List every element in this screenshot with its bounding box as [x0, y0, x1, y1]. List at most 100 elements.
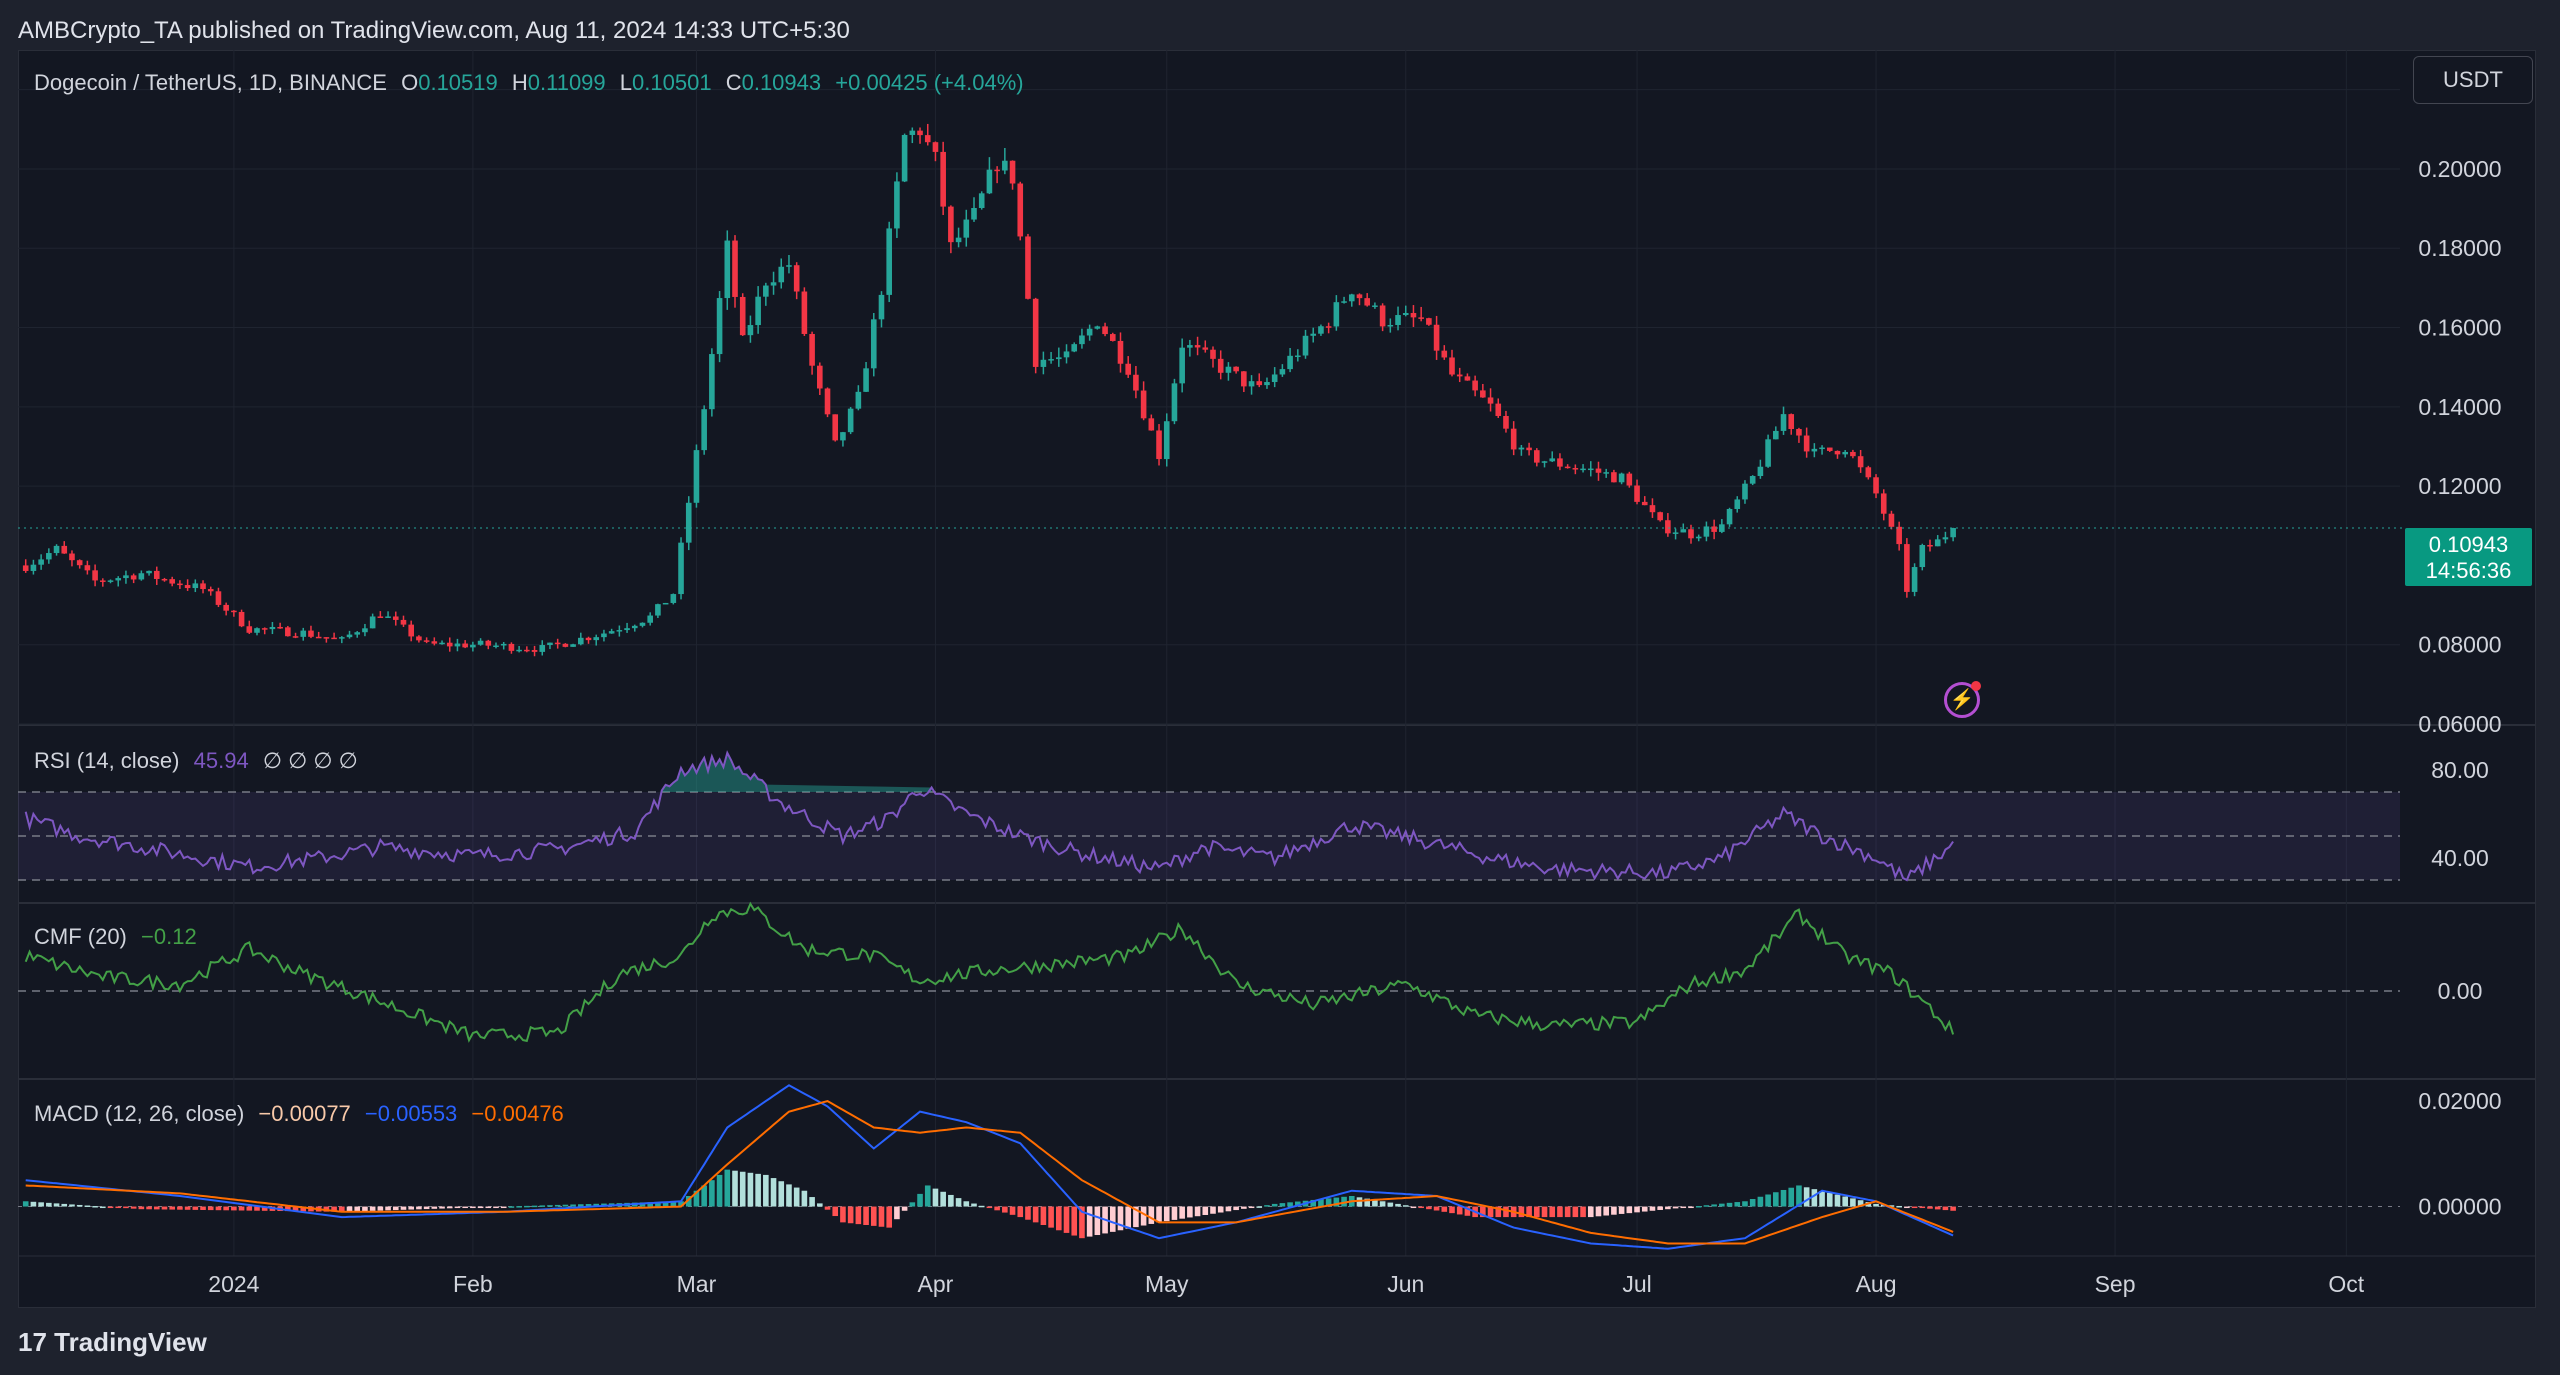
candle-body [1480, 390, 1486, 398]
macd-histogram-bar [477, 1206, 484, 1209]
candle-body [1040, 359, 1047, 367]
rsi-tick-label: 80.00 [2431, 757, 2489, 783]
candle-body [647, 615, 653, 623]
candle-body [539, 645, 546, 652]
macd-histogram-bar [1125, 1206, 1131, 1229]
macd-histogram-bar [1657, 1206, 1663, 1210]
price-tick-label: 0.08000 [2418, 632, 2501, 658]
macd-histogram-bar [1318, 1199, 1324, 1207]
macd-histogram-bar [1773, 1192, 1779, 1207]
candle-body [1541, 461, 1548, 463]
candle-body [863, 368, 869, 392]
candle-body [385, 616, 391, 618]
candle-body [1850, 451, 1856, 457]
candle-body [1171, 383, 1178, 422]
candle-body [994, 169, 1000, 172]
x-tick-label: Oct [2328, 1271, 2364, 1297]
candle-body [1811, 448, 1818, 452]
macd-histogram-bar [1634, 1206, 1640, 1213]
candle-body [269, 626, 276, 630]
macd-histogram-bar [578, 1204, 584, 1207]
candle-body [1688, 529, 1694, 539]
macd-histogram-bar [22, 1201, 29, 1207]
candle-body [1896, 526, 1902, 545]
candle-body [362, 628, 368, 633]
candle-body [662, 602, 669, 605]
macd-histogram-bar [385, 1206, 391, 1211]
candle-body [701, 409, 707, 451]
tradingview-logo[interactable]: 17 TradingView [18, 1327, 207, 1358]
candle-body [554, 642, 561, 645]
candle-body [1464, 376, 1471, 381]
macd-histogram-bar [1456, 1206, 1463, 1215]
candle-body [1387, 325, 1394, 327]
candle-body [1279, 369, 1286, 375]
macd-histogram-bar [1341, 1196, 1347, 1207]
candle-body [1217, 358, 1224, 373]
candle-body [1117, 340, 1124, 364]
candle-body [439, 642, 445, 645]
x-tick-label: Aug [1856, 1271, 1897, 1297]
macd-histogram-bar [38, 1202, 44, 1207]
candle-body [123, 575, 129, 579]
macd-histogram-bar [138, 1206, 145, 1210]
macd-histogram-bar [107, 1206, 114, 1209]
candle-body [778, 266, 785, 283]
macd-histogram-bar [369, 1206, 376, 1211]
candle-body [693, 450, 700, 503]
macd-histogram-bar [1464, 1206, 1471, 1216]
candle-body [1140, 390, 1147, 419]
macd-histogram-bar [1264, 1205, 1270, 1207]
macd-histogram-bar [61, 1203, 68, 1207]
macd-histogram-bar [1449, 1206, 1455, 1214]
candle-body [1518, 447, 1525, 450]
candle-body [531, 650, 538, 652]
candle-body [462, 643, 468, 648]
macd-histogram-bar [169, 1206, 175, 1210]
macd-histogram-bar [524, 1205, 530, 1208]
candle-body [1102, 326, 1108, 335]
currency-button[interactable]: USDT [2413, 56, 2533, 104]
macd-histogram-bar [1672, 1206, 1679, 1209]
macd-histogram-bar [562, 1204, 569, 1207]
candle-body [477, 640, 484, 645]
macd-line-value: −0.00553 [364, 1101, 458, 1126]
candle-body [547, 642, 553, 646]
candle-body [146, 570, 152, 574]
macd-histogram-bar [955, 1198, 962, 1207]
x-tick-label: Sep [2095, 1271, 2136, 1297]
lightning-icon[interactable]: ⚡ [1944, 681, 1981, 718]
macd-histogram-bar [1850, 1198, 1856, 1207]
macd-histogram-bar [1595, 1206, 1602, 1217]
candle-body [1264, 382, 1270, 386]
macd-histogram-bar [755, 1173, 761, 1207]
macd-histogram-bar [1179, 1206, 1185, 1219]
candle-body [38, 559, 44, 565]
candle-body [400, 619, 407, 625]
macd-histogram-bar [377, 1206, 384, 1211]
macd-histogram-bar [840, 1206, 846, 1223]
macd-histogram-bar [1719, 1203, 1725, 1207]
candle-body [963, 219, 970, 238]
cmf-legend: CMF (20) −0.12 [34, 924, 197, 950]
macd-histogram-bar [693, 1190, 700, 1207]
candle-body [1842, 451, 1848, 455]
macd-histogram-bar [115, 1206, 122, 1209]
macd-histogram-bar [1873, 1203, 1879, 1207]
macd-histogram-bar [1641, 1206, 1648, 1212]
macd-histogram-bar [207, 1206, 214, 1211]
macd-histogram-bar [1904, 1206, 1910, 1209]
macd-histogram-bar [1194, 1206, 1201, 1217]
macd-histogram-bar [1587, 1206, 1594, 1218]
macd-histogram-bar [1395, 1203, 1401, 1207]
macd-histogram-bar [1094, 1206, 1101, 1236]
candle-body [1649, 505, 1656, 513]
macd-histogram-bar [1549, 1206, 1556, 1218]
macd-histogram-bar [1032, 1206, 1039, 1223]
candle-body [1048, 359, 1054, 361]
candle-body [177, 583, 183, 586]
macd-histogram-bar [1503, 1206, 1509, 1218]
candle-body [493, 645, 499, 648]
macd-histogram-bar [709, 1180, 715, 1207]
